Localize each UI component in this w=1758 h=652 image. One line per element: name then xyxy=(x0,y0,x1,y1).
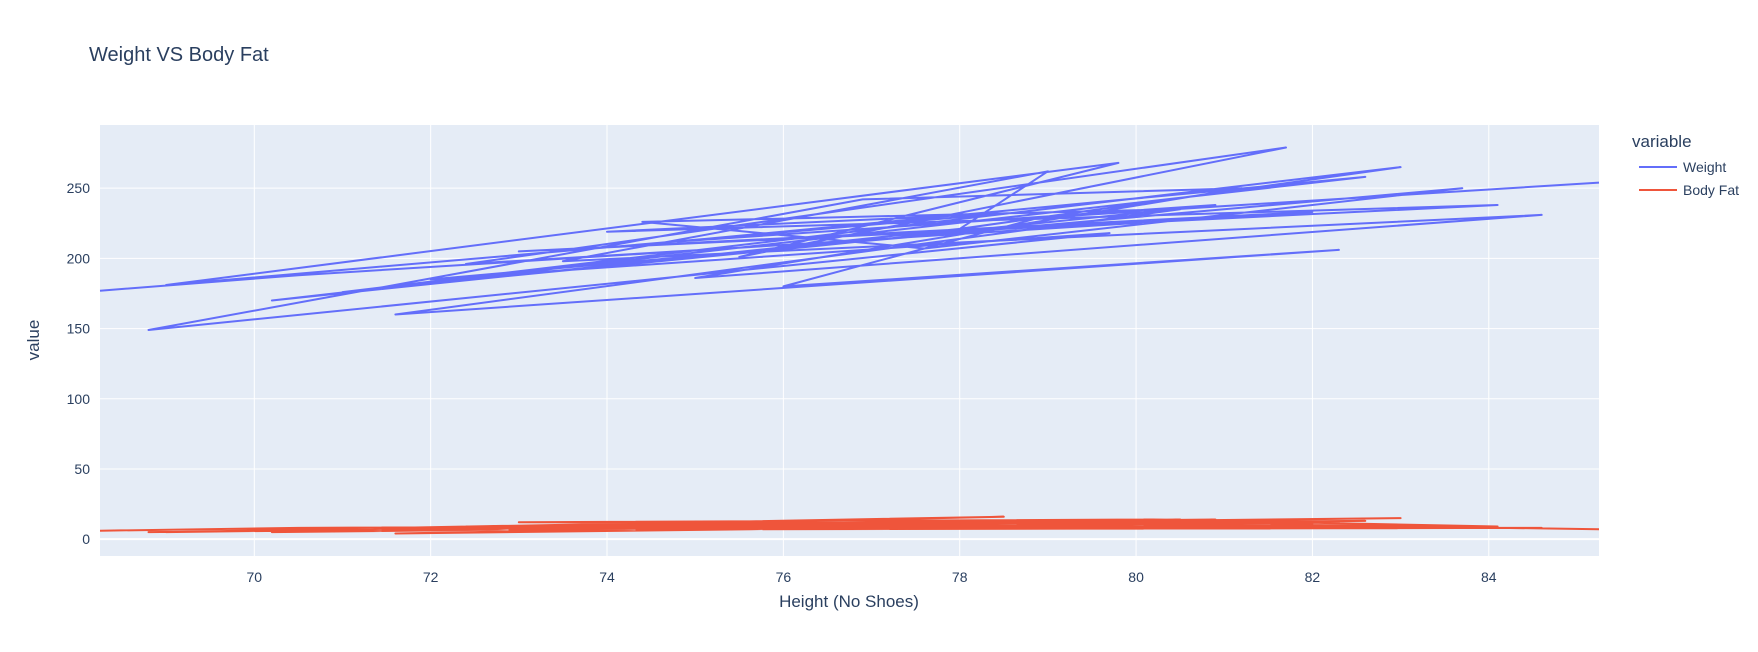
legend: variable Weight Body Fat xyxy=(1632,132,1739,198)
series-line-body-fat xyxy=(99,515,1600,535)
x-tick-label: 76 xyxy=(776,569,792,585)
legend-label: Weight xyxy=(1683,159,1726,175)
y-tick-label: 250 xyxy=(67,180,91,196)
y-tick-label: 200 xyxy=(67,250,91,266)
y-tick-labels: 0 50 100 150 200 250 xyxy=(67,180,91,547)
series-line-weight xyxy=(99,146,1600,331)
y-axis-title: value xyxy=(24,320,43,361)
y-tick-label: 50 xyxy=(74,461,90,477)
plot-area xyxy=(100,125,1599,556)
y-tick-label: 0 xyxy=(82,531,90,547)
legend-label: Body Fat xyxy=(1683,182,1739,198)
x-tick-label: 78 xyxy=(952,569,968,585)
x-tick-label: 80 xyxy=(1128,569,1144,585)
y-tick-label: 150 xyxy=(67,321,91,337)
x-tick-labels: 70 72 74 76 78 80 82 84 xyxy=(247,569,1497,585)
x-tick-label: 84 xyxy=(1481,569,1497,585)
chart-title: Weight VS Body Fat xyxy=(89,44,269,66)
x-tick-label: 70 xyxy=(247,569,263,585)
y-tick-label: 100 xyxy=(67,391,91,407)
plot-series xyxy=(99,146,1600,535)
x-tick-label: 72 xyxy=(423,569,439,585)
x-axis-title: Height (No Shoes) xyxy=(779,592,919,611)
legend-title: variable xyxy=(1632,132,1692,151)
x-tick-label: 74 xyxy=(599,569,615,585)
x-tick-label: 82 xyxy=(1305,569,1321,585)
